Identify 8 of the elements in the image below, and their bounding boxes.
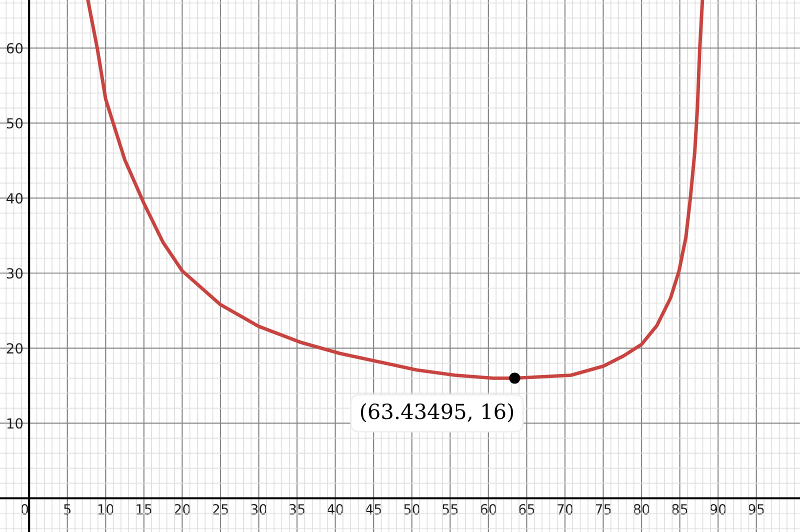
y-tick-label: 20 [6, 343, 23, 354]
y-tick-label: 30 [6, 268, 23, 279]
y-tick-label: 50 [6, 118, 23, 129]
annotation: (63.43495, 16) [360, 403, 514, 422]
y-tick-label: 40 [6, 193, 23, 204]
y-tick-label: 60 [6, 42, 23, 54]
x-tick-label: 45 [365, 504, 382, 515]
y-tick-label: 10 [7, 418, 23, 429]
